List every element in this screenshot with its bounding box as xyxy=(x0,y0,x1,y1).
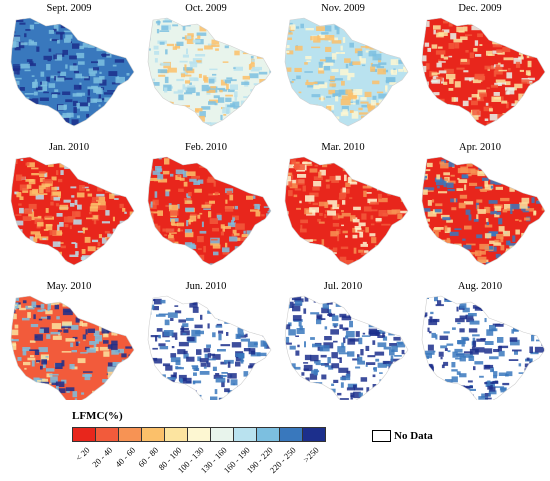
legend-swatch xyxy=(72,427,96,442)
panel-title: Oct. 2009 xyxy=(185,3,227,14)
panel-title: Jul. 2010 xyxy=(323,281,363,292)
legend-swatch xyxy=(256,427,280,442)
map-panel xyxy=(284,156,409,266)
map-panel xyxy=(10,295,135,400)
legend-swatch xyxy=(279,427,303,442)
panel-title: Aug. 2010 xyxy=(457,281,503,292)
legend-swatch xyxy=(164,427,188,442)
legend-swatch xyxy=(210,427,234,442)
legend-color-bar xyxy=(72,427,326,442)
no-data-legend: No Data xyxy=(372,430,433,442)
map-panel xyxy=(284,17,409,127)
legend-swatch xyxy=(118,427,142,442)
panel-title: Nov. 2009 xyxy=(321,3,365,14)
legend-swatch xyxy=(302,427,326,442)
legend-swatch xyxy=(187,427,211,442)
no-data-swatch xyxy=(372,430,391,442)
panel-title: May. 2010 xyxy=(46,281,92,292)
panel-title: Sept. 2009 xyxy=(46,3,92,14)
panel-title: Jun. 2010 xyxy=(185,281,227,292)
panel-title: Feb. 2010 xyxy=(185,142,227,153)
map-panel xyxy=(147,295,272,400)
panel-title: Apr. 2010 xyxy=(459,142,501,153)
map-panel xyxy=(147,17,272,127)
legend-tick-label: < 20 xyxy=(73,445,92,463)
no-data-label: No Data xyxy=(394,430,433,442)
panel-title: Mar. 2010 xyxy=(321,142,365,153)
legend-tick-label: 40 - 60 xyxy=(113,445,138,470)
map-panel xyxy=(421,156,546,266)
map-panel xyxy=(284,295,409,400)
lfmc-map-grid xyxy=(10,17,546,400)
map-panel xyxy=(421,295,546,400)
legend-swatch xyxy=(95,427,119,442)
legend-swatch xyxy=(141,427,165,442)
panel-title: Jan. 2010 xyxy=(48,142,90,153)
legend-swatch xyxy=(233,427,257,442)
legend-title: LFMC(%) xyxy=(72,410,123,422)
map-panel xyxy=(421,17,546,127)
legend-tick-label: 20 - 40 xyxy=(90,445,115,470)
panel-title: Dec. 2009 xyxy=(458,3,502,14)
map-panel xyxy=(147,156,272,266)
map-panel xyxy=(10,156,135,266)
legend-tick-label: >250 xyxy=(301,445,321,465)
map-panel xyxy=(10,17,135,127)
